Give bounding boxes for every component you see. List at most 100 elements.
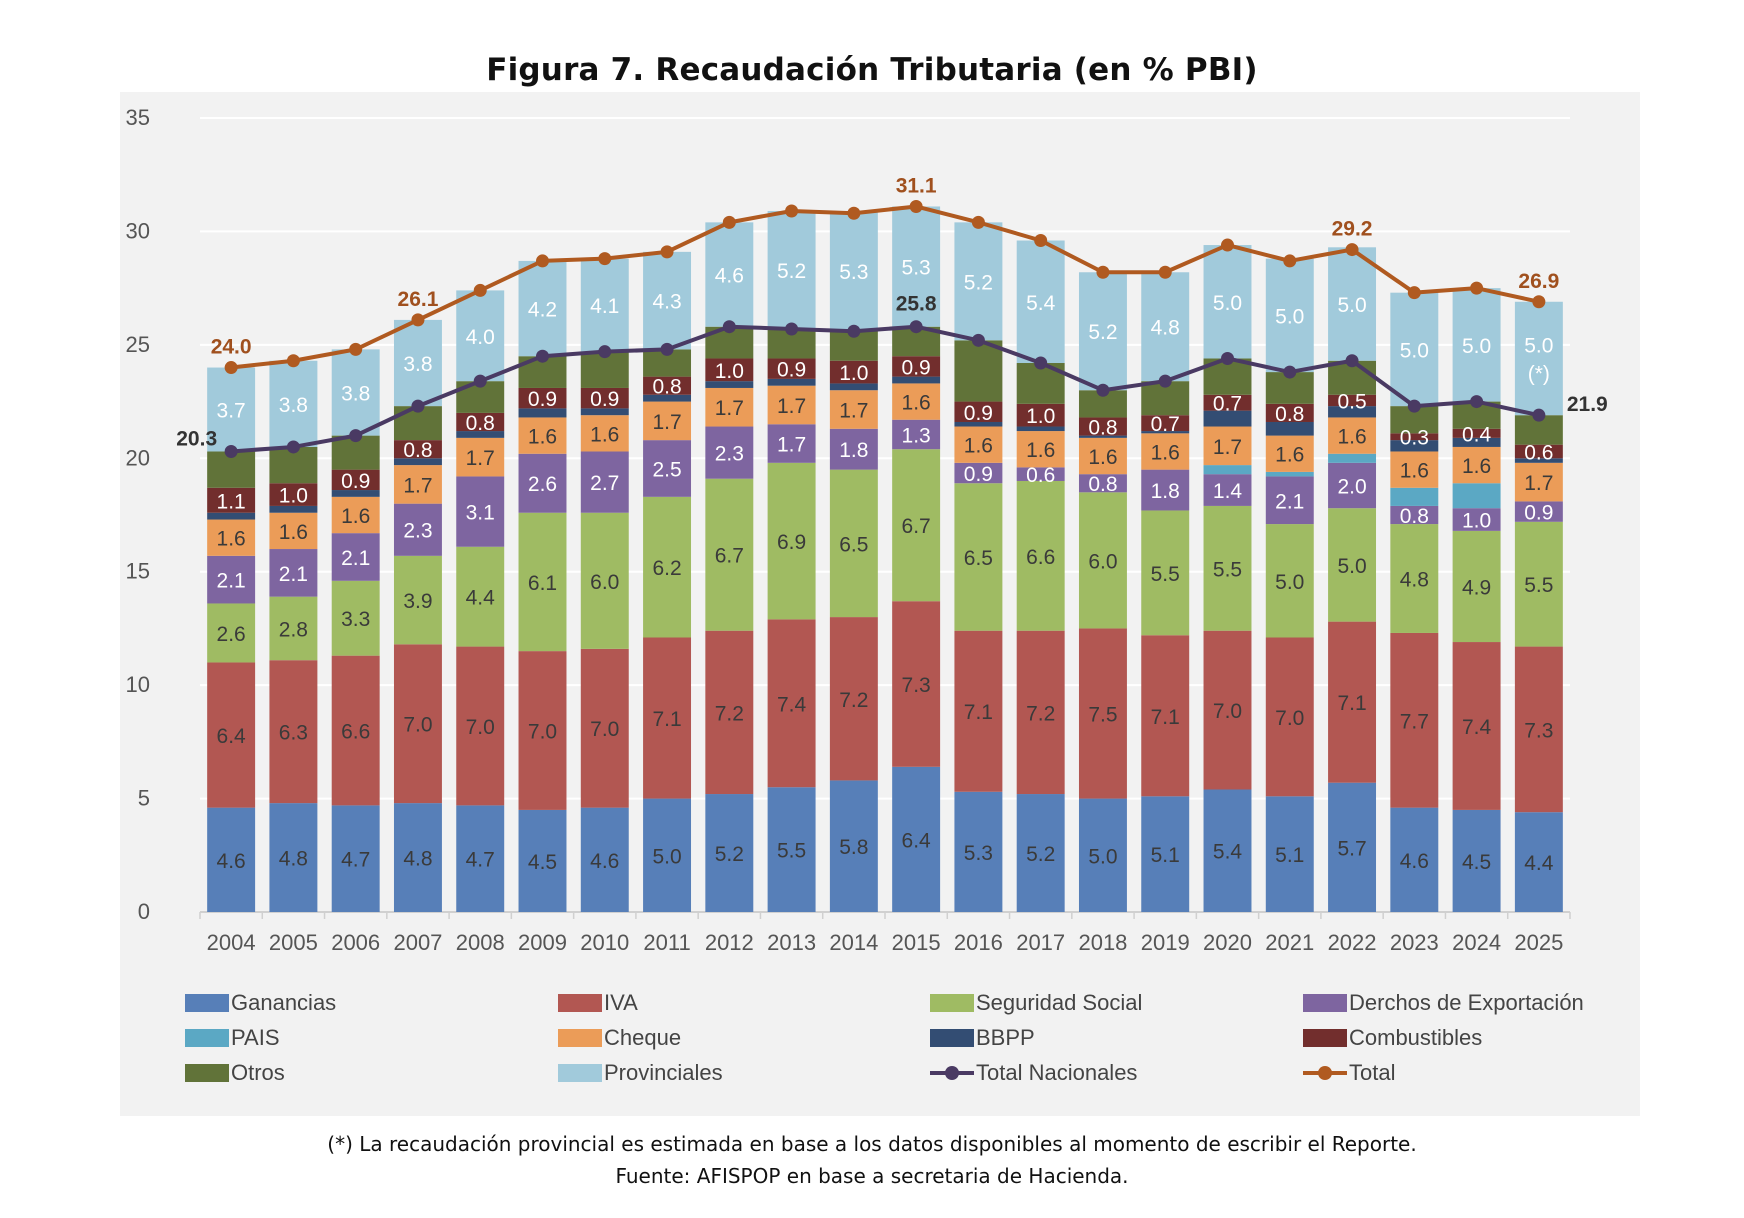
bar-data-label: 1.1 [217,490,246,513]
line-marker [1096,265,1110,279]
bar-data-label: 1.8 [1151,480,1180,503]
line-marker [909,320,923,334]
plot-area: 0 5 10 15 20 25 30 35 2004 2005 2006 2007 2008 2009 20… [120,92,1640,1116]
bar-data-label: 3.8 [341,382,370,405]
bar-data-label: 7.2 [839,689,868,712]
footnote: (*) La recaudación provincial es estimad… [327,1132,1417,1156]
bar-data-label: 1.0 [1462,510,1491,533]
legend-label: Provinciales [604,1060,723,1085]
bar-segment [1141,431,1190,434]
bar-data-label: 7.1 [1337,692,1366,715]
bar-segment [1265,796,1314,912]
bar-segment [1390,524,1439,633]
bar-segment [1078,417,1127,436]
legend-line-dot [1318,1066,1332,1080]
line-marker [1283,254,1297,268]
x-tick-label: 2019 [1141,930,1190,955]
bar-stack-2018 [1078,272,1127,912]
bar-segment [829,383,878,391]
bar-segment [1328,394,1377,407]
bar-data-label: 2.1 [1275,490,1304,513]
bar-stack-2009 [518,260,567,912]
bar-segment [456,546,505,647]
bar-data-label: 4.2 [528,299,557,322]
bar-data-label: 4.8 [403,848,432,871]
bar-segment [269,660,318,804]
bar-segment [331,805,380,912]
legend-swatch [185,1029,229,1047]
bar-data-label: 5.3 [839,261,868,284]
bar-data-label: 1.7 [652,411,681,434]
bar-segment [892,449,941,602]
bar-data-label: 5.2 [964,271,993,294]
bar-segment [954,462,1003,484]
bar-data-label: 5.3 [964,842,993,865]
bar-stack-2007 [393,319,442,912]
bar-segment [393,555,442,645]
bar-data-label: 6.4 [217,725,247,748]
bar-segment [1452,483,1501,509]
bar-stack-2006 [331,349,380,912]
bar-data-label: 5.0 [1400,339,1429,362]
line-marker [660,342,674,356]
bar-segment [829,211,878,332]
legend-item: Otros [185,1060,285,1086]
bar-segment [767,619,816,788]
trend-lines [224,199,1546,458]
legend-label: PAIS [231,1025,280,1050]
bar-data-label: 4.6 [715,265,744,288]
bar-data-label: 7.4 [1462,716,1492,739]
bar-segment [1265,471,1314,477]
bar-data-label: 1.6 [1275,444,1304,467]
bar-data-label: 0.9 [341,470,370,493]
bar-segment [456,290,505,382]
legend-line-marker [1303,1064,1347,1082]
bar-data-label: 1.7 [1524,472,1553,495]
x-tick-label: 2009 [518,930,567,955]
bar-data-label: 4.0 [466,326,495,349]
bar-segment [954,222,1003,341]
bar-stack-2019 [1141,272,1190,912]
bar-data-label: 1.6 [590,423,619,446]
bar-data-label: 3.1 [466,502,495,525]
bar-segment [1141,469,1190,511]
line-marker [286,354,300,368]
bar-segment [829,360,878,384]
bar-segment [1328,453,1377,463]
bar-segment [829,617,878,781]
bar-data-label: 1.7 [777,395,806,418]
line-data-label: 20.3 [176,427,217,450]
legend-swatch [930,994,974,1012]
bar-segment [1514,501,1563,522]
bar-segment [207,555,256,604]
bar-data-label: 1.6 [1337,426,1366,449]
bar-segment [1203,789,1252,912]
bar-segment [393,503,442,556]
bar-segment [207,662,256,808]
bar-stack-2008 [456,290,505,912]
legend-label: Combustibles [1349,1025,1483,1050]
bar-data-label: 1.6 [1151,441,1180,464]
bar-segment [207,807,256,912]
bar-segment [580,415,629,452]
bar-segment [1078,798,1127,912]
line-marker [1158,374,1172,388]
legend-item: Total Nacionales [930,1060,1137,1086]
bar-segment [1390,807,1439,912]
bar-data-label: 0.4 [1462,423,1492,446]
bar-data-label: 2.8 [279,618,308,641]
bar-data-label: 6.2 [652,557,681,580]
bar-data-label: 4.6 [1400,850,1429,873]
legend-label: BBPP [976,1025,1035,1050]
legend-label: Total Nacionales [976,1060,1138,1085]
bar-data-label: 5.4 [1213,841,1243,864]
bar-data-label: 5.1 [1275,844,1304,867]
x-tick-label: 2014 [829,930,878,955]
bar-segment [1265,637,1314,797]
line-marker [1345,354,1359,368]
bar-data-label: 5.0 [1275,305,1304,328]
bar-segment [1514,646,1563,813]
bar-data-label: 0.8 [1275,403,1304,426]
